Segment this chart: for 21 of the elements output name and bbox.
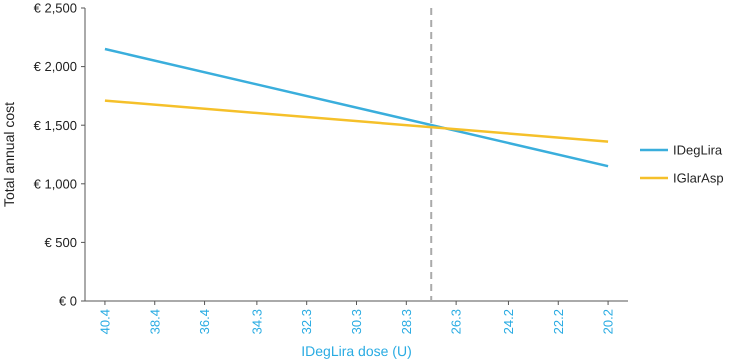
x-tick-label: 20.2 (600, 309, 616, 334)
x-tick-label: 30.3 (349, 309, 364, 334)
y-tick-label: € 0 (58, 294, 77, 309)
legend-label: IDegLira (673, 142, 723, 158)
y-tick-label: € 500 (44, 234, 77, 250)
y-tick-label: € 2,500 (34, 0, 77, 16)
y-tick-label: € 1,000 (34, 176, 77, 192)
x-tick-label: 28.3 (398, 309, 414, 334)
x-tick-label: 22.2 (550, 309, 566, 334)
y-axis-title: Total annual cost (1, 102, 17, 208)
x-tick-label: 32.3 (299, 309, 314, 334)
x-tick-label: 34.3 (249, 309, 264, 334)
x-tick-label: 26.3 (448, 309, 464, 334)
y-tick-label: € 1,500 (34, 118, 77, 133)
x-tick-label: 40.4 (97, 309, 112, 334)
x-axis-title: IDegLira dose (U) (301, 343, 412, 359)
x-tick-label: 24.2 (500, 309, 516, 334)
x-tick-label: 36.4 (197, 309, 212, 334)
legend-label: IGlarAsp (673, 170, 724, 186)
x-tick-label: 38.4 (147, 309, 162, 334)
y-tick-label: € 2,000 (34, 59, 77, 74)
